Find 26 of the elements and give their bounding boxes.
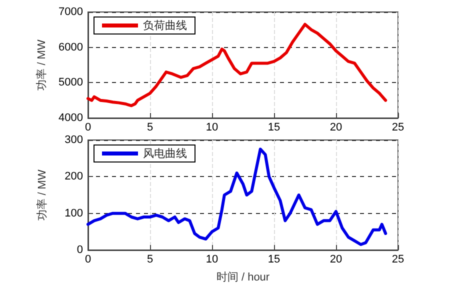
x-tick-label: 20	[330, 122, 342, 134]
x-tick-label: 10	[206, 122, 218, 134]
y-tick-label: 200	[64, 170, 83, 183]
y-tick-label: 4000	[58, 112, 83, 124]
y-axis-title: 功率 / MW	[35, 39, 48, 90]
x-tick-label: 5	[146, 254, 154, 266]
x-tick-label: 15	[268, 254, 280, 266]
legend-label: 负荷曲线	[143, 19, 187, 32]
y-tick-label: 0	[76, 244, 83, 256]
legend-label: 风电曲线	[143, 147, 187, 160]
x-tick-label: 5	[146, 122, 154, 134]
x-tick-label: 10	[206, 254, 218, 266]
y-tick-label: 6000	[58, 41, 83, 54]
y-tick-label: 5000	[58, 76, 83, 89]
x-tick-label: 25	[392, 254, 404, 266]
x-tick-label: 15	[268, 122, 280, 134]
x-axis-title: 时间 / hour	[216, 270, 270, 284]
x-tick-label: 25	[392, 122, 404, 134]
x-tick-label: 0	[84, 122, 92, 134]
y-axis-title: 功率 / MW	[36, 169, 48, 220]
x-tick-label: 0	[84, 254, 92, 266]
y-tick-label: 100	[64, 207, 83, 220]
y-tick-label: 300	[64, 134, 83, 146]
line-series	[86, 148, 388, 246]
x-tick-label: 20	[330, 254, 342, 266]
y-tick-label: 7000	[58, 6, 83, 18]
